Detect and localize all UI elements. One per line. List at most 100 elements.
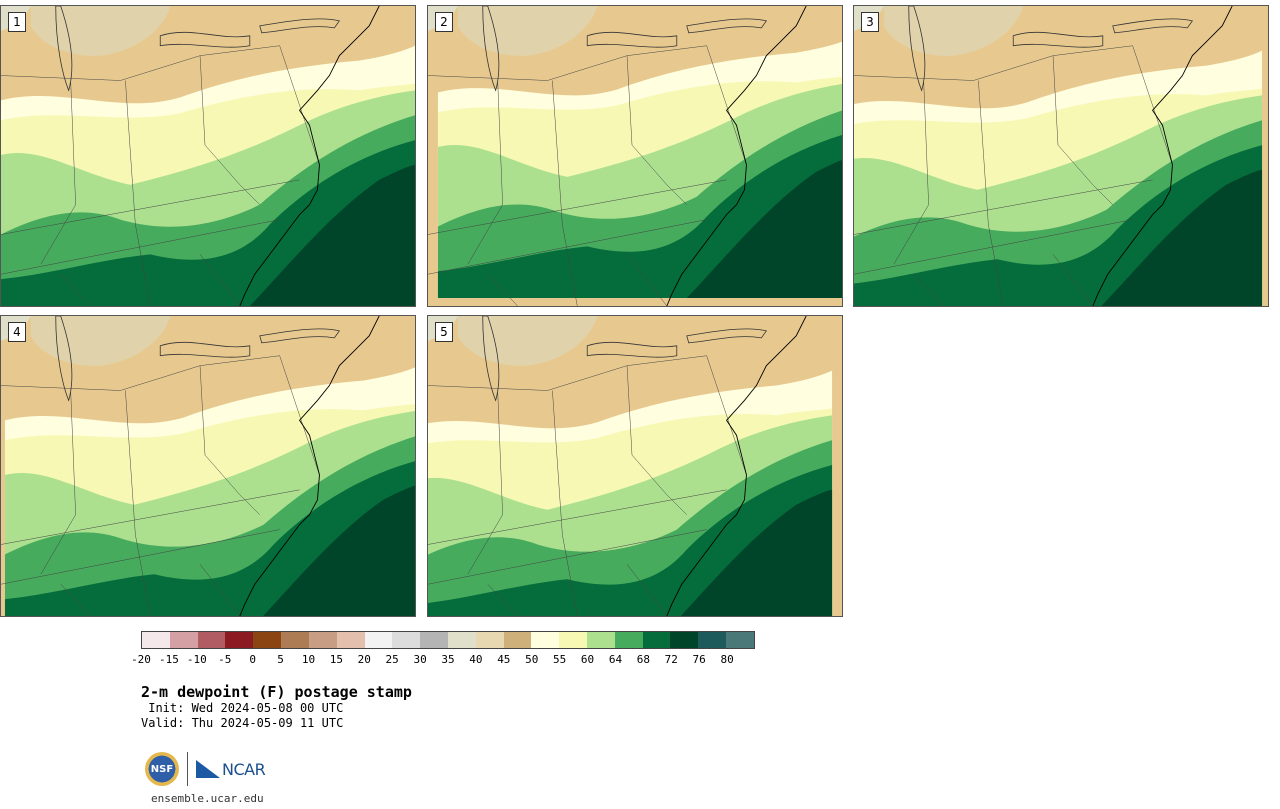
dewpoint-band [30, 316, 171, 366]
colorbar-swatch [281, 632, 309, 648]
colorbar-swatch [308, 632, 337, 648]
site-url: ensemble.ucar.edu [151, 792, 264, 805]
member-panel-4: 4 [0, 315, 416, 617]
colorbar-tick-label: 35 [441, 653, 455, 666]
panel-number-label: 4 [8, 322, 26, 342]
state-border [1, 45, 280, 81]
colorbar-tick-label: 68 [636, 653, 650, 666]
dewpoint-band [457, 316, 598, 366]
state-border [1052, 55, 1113, 205]
state-border [40, 390, 76, 575]
colorbar-tick-label: 40 [469, 653, 483, 666]
valid-time: Valid: Thu 2024-05-09 11 UTC [141, 716, 344, 730]
state-border [125, 390, 151, 616]
colorbar-tick-label: 60 [580, 653, 595, 666]
colorbar-swatch [336, 632, 365, 648]
state-border [1, 489, 300, 545]
colorbar-tick-label: 80 [720, 653, 734, 666]
colorbar-swatch [253, 632, 282, 648]
state-border [467, 390, 503, 575]
lake-outline [1012, 31, 1104, 48]
colorbar-swatch [531, 632, 560, 648]
state-border [1, 355, 280, 391]
coastline [1092, 6, 1233, 306]
colorbar-tick-label: 64 [608, 653, 623, 666]
colorbar-swatch [503, 632, 532, 648]
colorbar-ticks: -20 -15 -10 -5 0 5 10 15 20 25 30 35 40 45 50 55 60 64 68 7… [131, 653, 755, 667]
state-border [854, 179, 1153, 235]
state-border [854, 219, 1133, 275]
panel-number-label: 5 [435, 322, 453, 342]
state-border [893, 80, 929, 265]
lake-outline [159, 31, 251, 48]
state-border [626, 254, 668, 306]
colorbar-swatch [670, 632, 699, 648]
colorbar-tick-label: 20 [357, 653, 371, 666]
logo-divider [187, 752, 188, 786]
state-border [854, 45, 1133, 81]
ncar-mark-icon [196, 760, 220, 778]
dewpoint-map [428, 316, 833, 616]
init-time: Init: Wed 2024-05-08 00 UTC [141, 701, 344, 715]
colorbar-tick-label: 72 [664, 653, 678, 666]
state-border [467, 80, 503, 265]
colorbar-tick-label: -5 [218, 653, 232, 666]
dewpoint-map [428, 6, 842, 306]
state-border [199, 564, 241, 616]
dewpoint-map [1, 6, 415, 306]
colorbar-tick-label: 50 [525, 653, 539, 666]
lake-outline [259, 18, 341, 34]
state-border [552, 390, 578, 616]
state-border [487, 274, 518, 306]
colorbar-swatch [447, 632, 476, 648]
state-border [706, 355, 747, 476]
colorbar-swatch [587, 632, 615, 648]
state-border [40, 80, 76, 265]
nsf-logo: NSF [145, 752, 179, 786]
colorbar-swatch [559, 632, 587, 648]
colorbar-tick-label: 45 [497, 653, 511, 666]
dewpoint-band [249, 164, 415, 306]
colorbar-tick-label: 0 [249, 653, 256, 666]
state-border [487, 584, 518, 616]
colorbar-tick-label: -10 [186, 653, 207, 666]
state-border [279, 355, 320, 476]
state-border [279, 45, 320, 166]
state-border [1132, 45, 1173, 166]
lake-outline [482, 6, 500, 92]
state-border [1, 219, 280, 275]
colorbar-swatch [364, 632, 393, 648]
colorbar-swatch [698, 632, 727, 648]
colorbar-tick-label: -15 [158, 653, 179, 666]
lake-outline [586, 31, 678, 48]
dewpoint-band [30, 6, 171, 56]
dewpoint-band [263, 485, 415, 616]
logos: NSF NCAR [145, 750, 266, 788]
colorbar-swatch [392, 632, 421, 648]
colorbar-tick-label: 15 [329, 653, 343, 666]
state-border [428, 179, 727, 235]
colorbar-tick-label: 55 [553, 653, 567, 666]
dewpoint-band [883, 6, 1024, 56]
state-border [1, 179, 300, 235]
state-border [60, 584, 91, 616]
dewpoint-band [686, 159, 842, 299]
state-border [428, 489, 727, 545]
lake-outline [686, 328, 768, 344]
coastline [666, 6, 807, 306]
state-border [913, 274, 944, 306]
member-panel-3: 3 [853, 5, 1269, 307]
dewpoint-band [680, 489, 833, 616]
state-border [428, 45, 707, 81]
colorbar-tick-label: 30 [413, 653, 427, 666]
colorbar-swatch [642, 632, 671, 648]
lake-outline [686, 18, 768, 34]
member-panel-2: 2 [427, 5, 843, 307]
member-panel-5: 5 [427, 315, 843, 617]
panel-number-label: 1 [8, 12, 26, 32]
dewpoint-map [1, 316, 415, 616]
colorbar-swatch [197, 632, 226, 648]
colorbar-tick-label: 25 [385, 653, 399, 666]
state-border [428, 529, 707, 585]
state-border [125, 80, 151, 306]
